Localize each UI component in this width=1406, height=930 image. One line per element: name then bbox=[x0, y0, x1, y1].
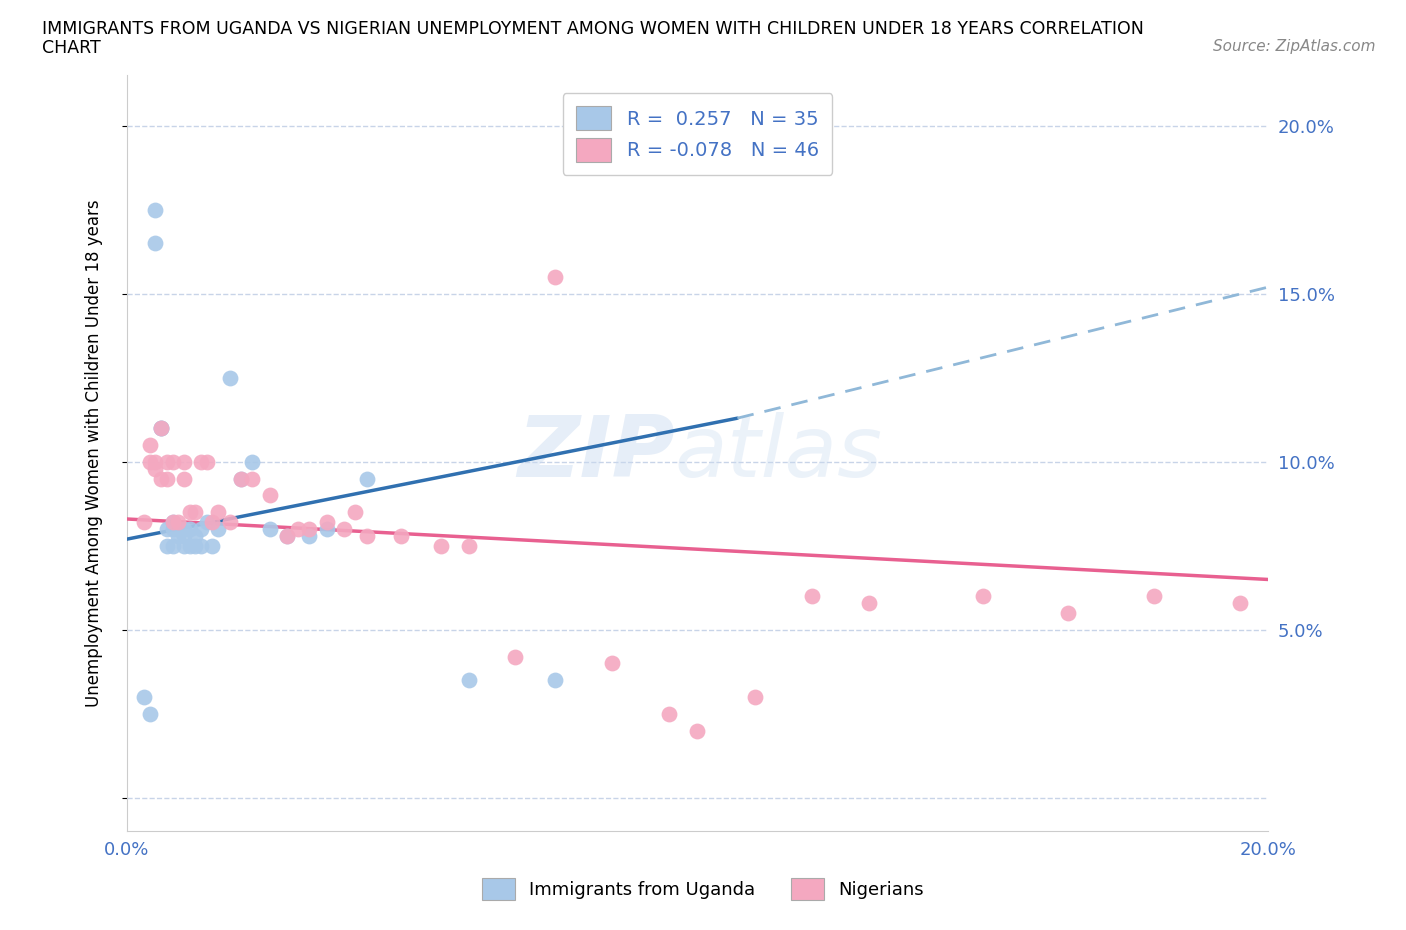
Point bbox=[173, 528, 195, 543]
Point bbox=[162, 515, 184, 530]
Point bbox=[173, 472, 195, 486]
Point bbox=[1229, 595, 1251, 610]
Point bbox=[242, 472, 264, 486]
Point bbox=[201, 538, 224, 553]
Point bbox=[242, 455, 264, 470]
Point bbox=[184, 505, 207, 520]
Point bbox=[132, 690, 155, 705]
Legend: R =  0.257   N = 35, R = -0.078   N = 46: R = 0.257 N = 35, R = -0.078 N = 46 bbox=[562, 93, 832, 175]
Point bbox=[276, 528, 298, 543]
Point bbox=[138, 438, 160, 453]
Point bbox=[207, 522, 229, 537]
Text: Source: ZipAtlas.com: Source: ZipAtlas.com bbox=[1212, 39, 1375, 54]
Point bbox=[145, 455, 167, 470]
Point bbox=[503, 649, 526, 664]
Point bbox=[156, 455, 179, 470]
Point bbox=[190, 455, 212, 470]
Point bbox=[218, 370, 240, 385]
Point bbox=[1143, 589, 1166, 604]
Point bbox=[138, 707, 160, 722]
Point bbox=[184, 538, 207, 553]
Point bbox=[356, 472, 378, 486]
Point bbox=[259, 488, 281, 503]
Point bbox=[276, 528, 298, 543]
Text: IMMIGRANTS FROM UGANDA VS NIGERIAN UNEMPLOYMENT AMONG WOMEN WITH CHILDREN UNDER : IMMIGRANTS FROM UGANDA VS NIGERIAN UNEMP… bbox=[42, 20, 1144, 38]
Legend: Immigrants from Uganda, Nigerians: Immigrants from Uganda, Nigerians bbox=[475, 870, 931, 907]
Point bbox=[156, 538, 179, 553]
Text: atlas: atlas bbox=[675, 412, 883, 495]
Point bbox=[229, 472, 252, 486]
Point bbox=[315, 522, 337, 537]
Point bbox=[167, 528, 190, 543]
Point bbox=[156, 472, 179, 486]
Point bbox=[190, 538, 212, 553]
Point bbox=[162, 522, 184, 537]
Point bbox=[600, 656, 623, 671]
Point bbox=[544, 270, 567, 285]
Point bbox=[145, 236, 167, 251]
Point bbox=[156, 522, 179, 537]
Point bbox=[173, 455, 195, 470]
Point bbox=[150, 420, 173, 435]
Point bbox=[686, 724, 709, 738]
Point bbox=[458, 538, 481, 553]
Point bbox=[259, 522, 281, 537]
Point bbox=[138, 455, 160, 470]
Y-axis label: Unemployment Among Women with Children Under 18 years: Unemployment Among Women with Children U… bbox=[86, 200, 103, 708]
Point bbox=[145, 461, 167, 476]
Point bbox=[162, 538, 184, 553]
Point bbox=[167, 522, 190, 537]
Point bbox=[162, 455, 184, 470]
Point bbox=[150, 420, 173, 435]
Point bbox=[179, 505, 201, 520]
Point bbox=[207, 505, 229, 520]
Text: ZIP: ZIP bbox=[517, 412, 675, 495]
Point bbox=[315, 515, 337, 530]
Point bbox=[184, 528, 207, 543]
Point bbox=[344, 505, 367, 520]
Point bbox=[658, 707, 681, 722]
Point bbox=[179, 538, 201, 553]
Point bbox=[332, 522, 354, 537]
Point bbox=[544, 672, 567, 687]
Point bbox=[150, 420, 173, 435]
Point bbox=[201, 515, 224, 530]
Point bbox=[858, 595, 880, 610]
Point bbox=[1057, 605, 1080, 620]
Point bbox=[972, 589, 994, 604]
Point bbox=[287, 522, 309, 537]
Point bbox=[179, 522, 201, 537]
Point bbox=[298, 528, 321, 543]
Point bbox=[429, 538, 451, 553]
Point bbox=[356, 528, 378, 543]
Point bbox=[150, 472, 173, 486]
Point bbox=[298, 522, 321, 537]
Point bbox=[173, 538, 195, 553]
Point bbox=[229, 472, 252, 486]
Point bbox=[145, 203, 167, 218]
Point bbox=[173, 522, 195, 537]
Point bbox=[195, 455, 218, 470]
Point bbox=[218, 515, 240, 530]
Point bbox=[458, 672, 481, 687]
Point bbox=[389, 528, 412, 543]
Point bbox=[162, 515, 184, 530]
Point bbox=[167, 515, 190, 530]
Point bbox=[132, 515, 155, 530]
Point bbox=[195, 515, 218, 530]
Point bbox=[744, 690, 766, 705]
Point bbox=[190, 522, 212, 537]
Point bbox=[800, 589, 823, 604]
Text: CHART: CHART bbox=[42, 39, 101, 57]
